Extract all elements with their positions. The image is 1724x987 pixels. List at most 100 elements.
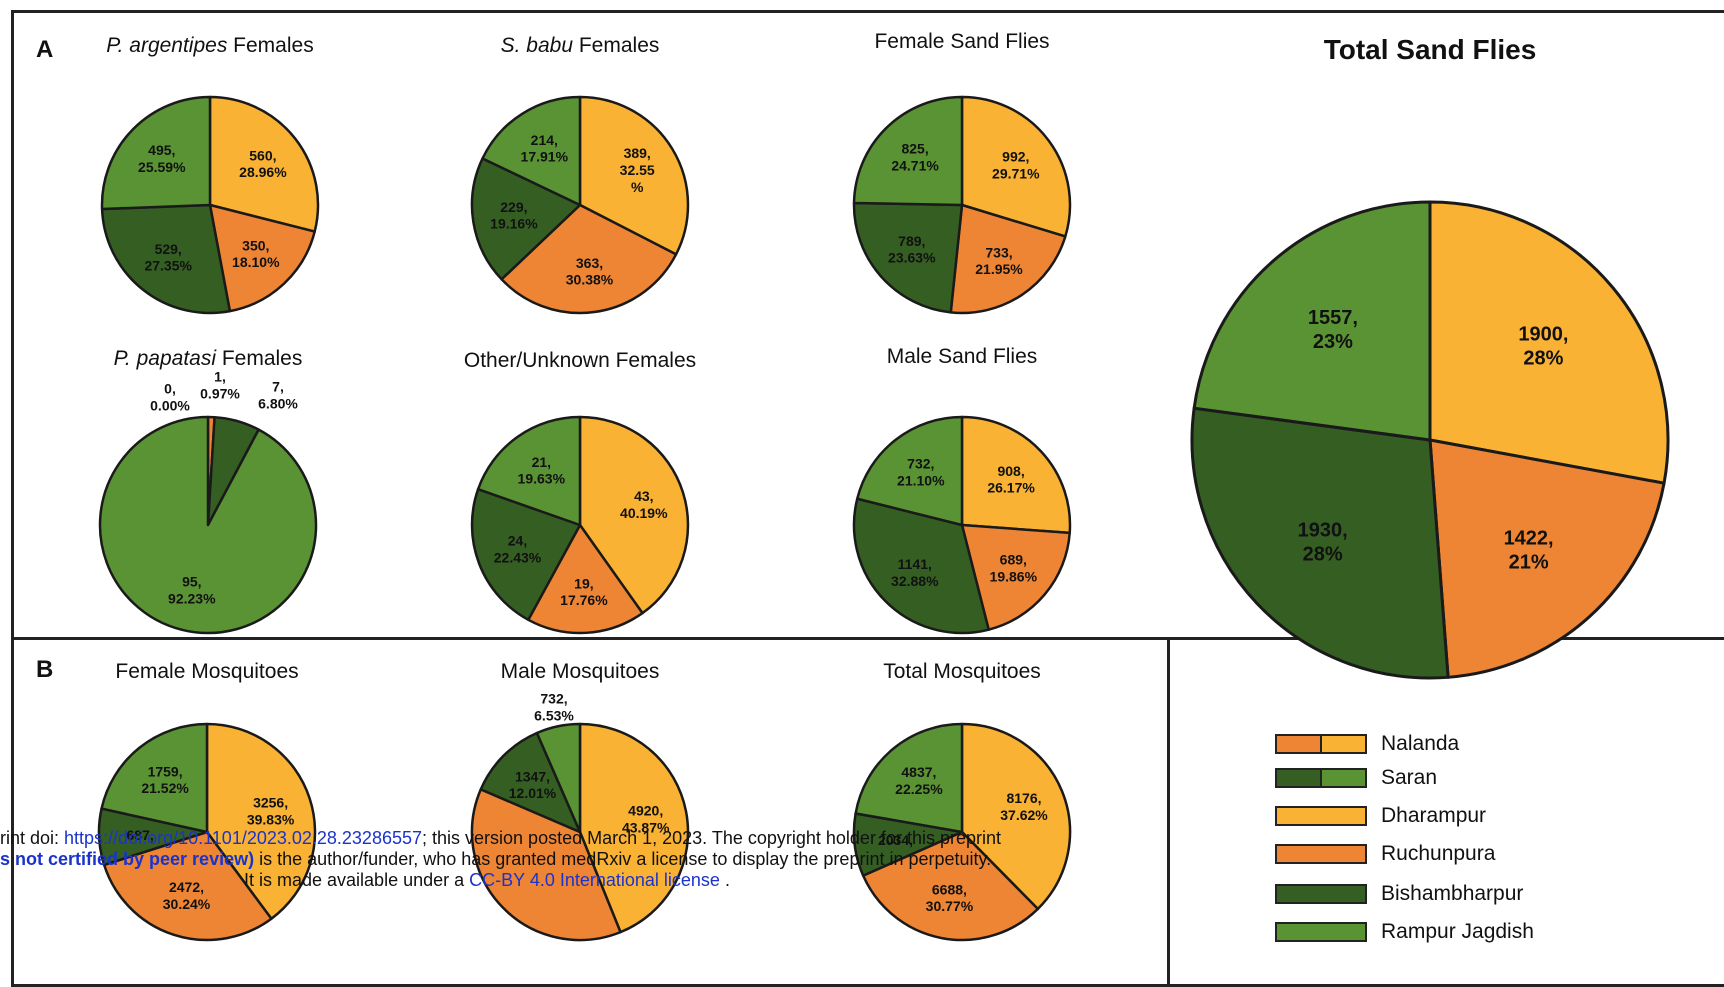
pie-slice-dharampur (578, 415, 690, 615)
panel-b-letter: B (36, 656, 54, 683)
pie-data-label: 4837, 22.25% (895, 764, 943, 797)
pie-female-sand-flies: 992, 29.71% 733, 21.95% 789, 23.63% 825, 24.71% (852, 95, 1072, 315)
pie-data-label: 19, 17.76% (560, 575, 608, 608)
pie-data-label: 2034, (878, 832, 913, 848)
pie-slice-dharampur (205, 722, 317, 920)
legend-swatch (1275, 884, 1367, 904)
pie-slice-ruchunpura (102, 830, 273, 942)
pie-total-mosquitoes: 8176, 37.62% 6688, 30.77% 2034, 4837, 22.25% (852, 722, 1072, 942)
pie-data-label: 1900, 28% (1518, 324, 1568, 370)
pie-data-label: 389, 32.55% (620, 145, 655, 195)
pie-data-label: 3256, 39.83% (247, 795, 295, 828)
peer-review-link[interactable]: s not certified by peer review) (0, 849, 255, 869)
pie-slice-ruchunpura (949, 203, 1067, 315)
pie-data-label: 689, 19.86% (990, 552, 1038, 585)
pie-data-label: 363, 30.38% (566, 255, 614, 288)
pie-data-label: 687, (126, 827, 153, 843)
pie-data-label: 495, 25.59% (138, 142, 186, 175)
pie-male-mosquitoes: 4920, 43.87% 1347, 12.01% 732, 6.53% (470, 691, 690, 942)
pie-data-label: 1347, 12.01% (509, 768, 557, 801)
legend-swatch (1275, 806, 1367, 826)
pie-p-argentipes-females: 560, 28.96% 350, 18.10% 529, 27.35% 495, 25.59% (100, 95, 320, 315)
pie-data-label: 560, 28.96% (239, 147, 287, 180)
legend-panel (1167, 637, 1724, 987)
pie-slice-bishambharpur (852, 497, 990, 635)
pie-data-label: 1422, 21% (1504, 528, 1554, 574)
legend-item-nalanda: Nalanda (1275, 731, 1459, 757)
legend-label: Nalanda (1381, 732, 1460, 755)
pie-slice-ruchunpura (960, 523, 1071, 631)
pie-data-label: 789, 23.63% (888, 233, 936, 266)
legend-label: Saran (1381, 766, 1438, 789)
pie-slice-bishambharpur (1190, 406, 1450, 680)
pie-slice-bishambharpur (470, 157, 582, 281)
pie-data-label: 21, 19.63% (518, 454, 566, 487)
doi-link[interactable]: https://doi.org/10.1101/2023.02.28.23286… (64, 828, 423, 848)
pie-male-sand-flies: 908, 26.17% 689, 19.86% 1141, 32.88% 732, 21.10… (852, 415, 1072, 635)
pie-slice-ruchunpura (470, 788, 622, 942)
title-p-papatasi: P. papatasi Females (113, 347, 303, 370)
title-total-mosquitoes: Total Mosquitoes (883, 660, 1041, 683)
pie-slice-rampur-jagdish (100, 95, 212, 211)
watermark-doi-label: rint doi: (0, 828, 65, 848)
pie-p-papatasi-females: 0, 0.00% 1, 0.97% 7, 6.80% 95, 92.23% (98, 369, 318, 635)
pie-slice-bishambharpur (852, 201, 964, 314)
legend-label: Bishambharpur (1381, 882, 1524, 905)
pie-slice-ruchunpura (861, 830, 1040, 942)
pie-female-mosquitoes: 3256, 39.83% 2472, 30.24% 687, 1759, 21.52% (97, 722, 317, 942)
pie-data-label: 8176, 37.62% (1000, 790, 1048, 823)
pie-data-label: 43, 40.19% (620, 488, 668, 521)
watermark-posted-text: ; this version posted March 1, 2023. The… (422, 828, 1001, 848)
watermark-license-text: is the author/funder, who has granted me… (254, 849, 992, 869)
pie-data-label: 6688, 30.77% (926, 881, 974, 914)
pie-data-label: 992, 29.71% (992, 149, 1040, 182)
pie-data-label: 350, 18.10% (232, 237, 280, 270)
pie-data-label: 1759, 21.52% (141, 763, 189, 796)
pie-slice-dharampur (578, 95, 690, 256)
pie-data-label: 529, 27.35% (144, 241, 192, 274)
pie-data-label: 1930, 28% (1298, 519, 1348, 565)
title-female-mosquitoes: Female Mosquitoes (115, 660, 299, 683)
watermark-available-text: It is made available under a (244, 870, 470, 890)
pie-data-label: 24, 22.43% (494, 533, 542, 566)
pie-slice-dharampur (960, 722, 1072, 911)
legend-item-rampur-jagdish: Rampur Jagdish (1275, 919, 1534, 945)
pie-data-label: 1, 0.97% (200, 369, 240, 402)
pie-slice-dharampur (1428, 200, 1670, 485)
pie-slice-bishambharpur (100, 203, 232, 315)
legend-item-dharampur: Dharampur (1275, 803, 1486, 829)
watermark-line-1: rint doi: https://doi.org/10.1101/2023.0… (0, 828, 1001, 849)
pie-slice-rampur-jagdish (1192, 200, 1432, 442)
legend-item-saran: Saran (1275, 765, 1437, 791)
pie-slice-rampur-jagdish (100, 722, 209, 834)
watermark-period: . (719, 870, 730, 890)
pie-slice-dharampur (578, 722, 690, 934)
pie-slice-ruchunpura (527, 523, 644, 635)
pie-data-label: 95, 92.23% (168, 574, 216, 607)
pie-slice-rampur-jagdish (855, 415, 964, 527)
pie-data-label: 214, 17.91% (521, 132, 569, 165)
panel-a-letter: A (36, 36, 54, 63)
title-female-sand-flies: Female Sand Flies (874, 30, 1050, 53)
legend-swatch (1275, 734, 1367, 754)
pie-slice-dharampur (960, 95, 1072, 238)
pie-slice-rampur-jagdish (98, 415, 318, 635)
pie-total-sand-flies: 1900, 28% 1422, 21% 1930, 28% 1557, 23% (1190, 200, 1670, 680)
legend-swatch (1275, 768, 1367, 788)
pie-slice-ruchunpura (208, 203, 316, 313)
pie-slice-rampur-jagdish (481, 95, 582, 207)
legend-label: Rampur Jagdish (1381, 920, 1534, 943)
pie-slice-rampur-jagdish (854, 722, 964, 834)
legend-label: Dharampur (1381, 804, 1487, 827)
license-link[interactable]: CC-BY 4.0 International license (469, 870, 720, 890)
pie-data-label: 1141, 32.88% (891, 556, 939, 589)
pie-slice-dharampur (208, 95, 320, 233)
legend-item-bishambharpur: Bishambharpur (1275, 881, 1523, 907)
pie-slice-rampur-jagdish (852, 95, 964, 207)
title-s-babu: S. babu Females (500, 34, 660, 57)
pie-other-unknown-females: 43, 40.19% 19, 17.76% 24, 22.43% 21, 19.63% (470, 415, 690, 635)
title-male-mosquitoes: Male Mosquitoes (500, 660, 660, 683)
pie-data-label: 732, 21.10% (897, 456, 945, 489)
pie-slice-bishambharpur (479, 731, 582, 834)
